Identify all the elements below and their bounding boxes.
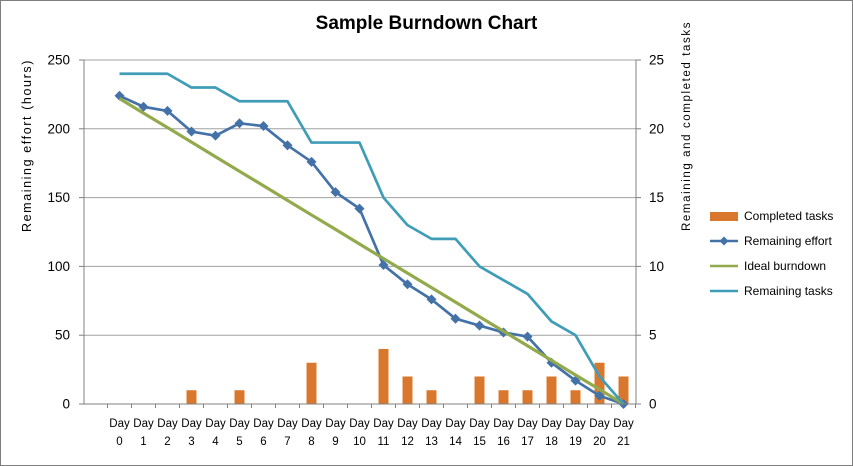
marker-diamond <box>378 260 389 271</box>
axes: 0 50 100 150 200 250 0 5 10 15 20 25 <box>47 53 664 412</box>
bar-completed-tasks <box>546 376 557 404</box>
legend-label: Ideal burndown <box>744 258 827 273</box>
bar-completed-tasks <box>498 390 509 404</box>
series-remaining-tasks <box>119 72 625 405</box>
x-axis-tick-label: Day 1 <box>133 418 154 448</box>
bar-completed-tasks <box>618 376 629 404</box>
left-axis-tick-label: 250 <box>47 53 70 68</box>
x-axis-tick-label: Day 11 <box>373 418 394 448</box>
x-axis-tick-label: Day 5 <box>229 418 250 448</box>
marker-diamond <box>594 390 605 401</box>
bar-completed-tasks <box>570 390 581 404</box>
x-axis-tick-label: Day 18 <box>541 418 562 448</box>
x-axis-tick-label: Day 0 <box>109 418 130 448</box>
left-axis-tick-label: 0 <box>62 397 70 412</box>
bar-completed-tasks <box>474 376 485 404</box>
x-axis-tick-label: Day 2 <box>157 418 178 448</box>
left-axis-tick-label: 50 <box>55 328 70 343</box>
x-axis-tick-label: Day 17 <box>517 418 538 448</box>
marker-diamond <box>162 105 173 116</box>
series-completed-tasks <box>186 348 629 404</box>
marker-diamond <box>210 130 221 141</box>
legend-swatch <box>710 236 738 245</box>
marker-diamond <box>306 156 317 167</box>
right-axis-tick-label: 15 <box>649 190 664 205</box>
x-axis-tick-label: Day 4 <box>205 418 226 448</box>
marker-diamond <box>258 121 269 132</box>
legend-swatch <box>710 264 738 267</box>
left-axis-tick-label: 100 <box>47 259 70 274</box>
right-axis-tick-label: 5 <box>649 328 657 343</box>
right-axis-tick-label: 0 <box>649 397 657 412</box>
marker-diamond <box>426 294 437 305</box>
right-axis-tick-label: 10 <box>649 259 664 274</box>
bar-completed-tasks <box>402 376 413 404</box>
x-axis-tick-label: Day 7 <box>277 418 298 448</box>
x-axis-tick-label: Day 15 <box>469 418 490 448</box>
x-axis-tick-label: Day 6 <box>253 418 274 448</box>
bar-completed-tasks <box>378 348 389 404</box>
marker-diamond <box>138 101 149 112</box>
series-remaining-effort <box>114 90 629 410</box>
legend-item-completed-tasks: Completed tasks <box>709 203 833 228</box>
x-axis-tick-label: Day 9 <box>325 418 346 448</box>
marker-diamond <box>402 279 413 290</box>
x-axis-tick-label: Day 12 <box>397 418 418 448</box>
legend-item-ideal-burndown: Ideal burndown <box>709 253 833 278</box>
left-axis-tick-label: 150 <box>47 190 70 205</box>
x-axis-tick-label: Day 20 <box>589 418 610 448</box>
x-axis-tick-label: Day 19 <box>565 418 586 448</box>
marker-diamond <box>186 126 197 137</box>
right-axis-tick-label: 20 <box>649 121 664 136</box>
x-axis-tick-label: Day 16 <box>493 418 514 448</box>
bar-completed-tasks <box>234 390 245 404</box>
x-axis-tick-label: Day 8 <box>301 418 322 448</box>
marker-diamond <box>474 320 485 331</box>
legend-item-remaining-effort: Remaining effort <box>709 228 833 253</box>
marker-diamond <box>354 203 365 214</box>
marker-diamond <box>282 140 293 151</box>
bar-completed-tasks <box>426 390 437 404</box>
legend-label: Remaining tasks <box>744 283 833 298</box>
legend-swatch <box>710 211 738 221</box>
x-axis-tick-label: Day 13 <box>421 418 442 448</box>
bar-completed-tasks <box>306 362 317 404</box>
legend-label: Remaining effort <box>744 233 832 248</box>
marker-diamond <box>450 313 461 324</box>
legend-item-remaining-tasks: Remaining tasks <box>709 278 833 303</box>
chart-title: Sample Burndown Chart <box>315 13 538 34</box>
x-axis-tick-label: Day 3 <box>181 418 202 448</box>
marker-diamond <box>570 375 581 386</box>
bar-completed-tasks <box>594 362 605 404</box>
x-axis-tick-label: Day 21 <box>613 418 634 448</box>
left-axis-tick-label: 200 <box>47 121 70 136</box>
legend-label: Completed tasks <box>744 208 834 223</box>
bar-completed-tasks <box>522 390 533 404</box>
gridlines <box>84 59 636 336</box>
legend: Completed tasks Remaining effort Ideal bur… <box>709 203 833 303</box>
marker-diamond <box>234 118 245 129</box>
marker-diamond <box>330 187 341 198</box>
marker-diamond <box>522 331 533 342</box>
legend-swatch <box>710 289 738 292</box>
x-axis-tick-label: Day 14 <box>445 418 466 448</box>
bar-completed-tasks <box>186 390 197 404</box>
x-axis-tick-label: Day 10 <box>349 418 370 448</box>
series-ideal-burndown <box>118 97 625 406</box>
right-axis-tick-label: 25 <box>649 53 664 68</box>
